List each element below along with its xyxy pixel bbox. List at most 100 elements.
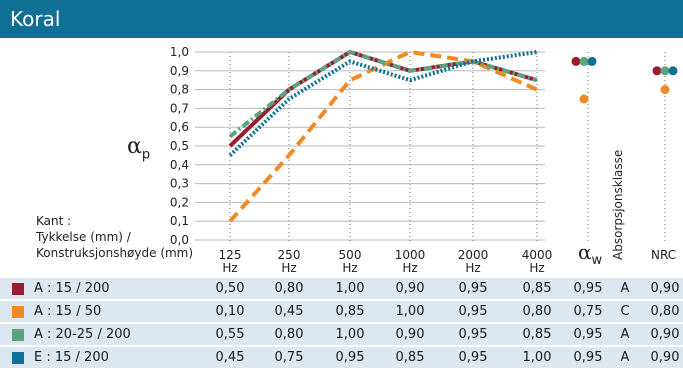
row-label: E : 15 / 200 — [34, 350, 109, 365]
row-color-swatch — [12, 352, 24, 364]
y-tick-label: 0,4 — [170, 158, 189, 172]
header-konstruksjon: Konstruksjonshøyde (mm) — [36, 246, 194, 260]
row-label: A : 15 / 200 — [34, 281, 110, 296]
x-tick-label: 4000 — [522, 248, 553, 262]
alpha-w-header-sub: w — [591, 253, 603, 268]
row-nrc: 0,80 — [650, 304, 680, 319]
y-tick-label: 0,3 — [170, 177, 189, 191]
x-tick-unit: Hz — [402, 261, 417, 275]
y-tick-label: 0,5 — [170, 139, 189, 153]
table-row: A : 15 / 50 0,10 0,45 0,85 1,00 0,95 0,80 0,75 C… — [0, 301, 683, 322]
row-color-swatch — [12, 306, 24, 318]
table-row: A : 20-25 / 200 0,55 0,80 1,00 0,90 0,95 0,85 0… — [0, 324, 683, 345]
chart-grid — [195, 51, 666, 243]
row-absorpsjonsklasse: A — [620, 327, 630, 342]
y-tick-label: 0,8 — [170, 83, 189, 97]
nrc-marker — [660, 85, 670, 95]
x-tick-label: 125 — [219, 248, 242, 262]
row-value: 0,75 — [274, 350, 304, 365]
x-tick-unit: Hz — [281, 261, 296, 275]
row-alpha-w: 0,95 — [573, 350, 603, 365]
row-alpha-w: 0,75 — [573, 304, 603, 319]
row-value: 0,85 — [522, 327, 552, 342]
row-value: 0,85 — [522, 281, 552, 296]
row-alpha-w: 0,95 — [573, 281, 603, 296]
y-tick-label: 0,9 — [170, 64, 189, 78]
title-bar: Koral — [0, 0, 683, 38]
row-value: 0,85 — [335, 304, 365, 319]
row-value: 0,95 — [335, 350, 365, 365]
y-tick-labels: 0,0 0,1 0,2 0,3 0,4 0,5 0,6 0,7 0,8 0,9 1,0 — [170, 45, 189, 247]
y-axis-label-sub: p — [141, 147, 151, 163]
alpha-w-marker — [587, 56, 597, 66]
row-absorpsjonsklasse: A — [620, 350, 630, 365]
series-line-a3 — [228, 50, 538, 139]
row-value: 0,45 — [215, 350, 245, 365]
row-label: A : 15 / 50 — [34, 304, 102, 319]
nrc-marker — [652, 66, 662, 76]
row-value: 1,00 — [522, 350, 552, 365]
x-tick-label: 2000 — [458, 248, 489, 262]
y-tick-label: 0,2 — [170, 195, 189, 209]
row-value: 1,00 — [335, 327, 365, 342]
row-value: 0,80 — [274, 281, 304, 296]
absorption-chart: 0,00,10,20,30,40,50,60,70,80,91,0 125Hz2… — [170, 45, 678, 275]
row-value: 1,00 — [395, 304, 425, 319]
x-tick-label: 250 — [278, 248, 301, 262]
series-line-a2 — [228, 50, 538, 223]
header-kant: Kant : — [36, 214, 72, 228]
row-value: 0,95 — [458, 304, 488, 319]
row-nrc: 0,90 — [650, 350, 680, 365]
y-tick-label: 1,0 — [170, 45, 189, 59]
series-lines — [228, 50, 538, 223]
nrc-header: NRC — [651, 248, 677, 262]
row-value: 0,95 — [458, 327, 488, 342]
row-label: A : 20-25 / 200 — [34, 327, 131, 342]
row-value: 1,00 — [335, 281, 365, 296]
row-alpha-w: 0,95 — [573, 327, 603, 342]
x-tick-unit: Hz — [529, 261, 544, 275]
y-axis-label: αp — [127, 134, 151, 163]
y-tick-label: 0,1 — [170, 214, 189, 228]
row-value: 0,80 — [274, 327, 304, 342]
row-value: 0,95 — [458, 350, 488, 365]
row-value: 0,90 — [395, 327, 425, 342]
x-tick-unit: Hz — [342, 261, 357, 275]
row-color-swatch — [12, 283, 24, 295]
row-header: Kant : Tykkelse (mm) / Konstruksjonshøyd… — [36, 213, 193, 261]
row-value: 0,45 — [274, 304, 304, 319]
absorpsjonsklasse-header: Absorpsjonsklasse — [611, 149, 625, 260]
nrc-marker — [660, 66, 670, 76]
row-absorpsjonsklasse: A — [620, 281, 630, 296]
row-value: 0,50 — [215, 281, 245, 296]
row-absorpsjonsklasse: C — [620, 304, 630, 319]
alpha-w-marker — [579, 56, 589, 66]
row-value: 0,80 — [522, 304, 552, 319]
row-color-swatch — [12, 329, 24, 341]
y-tick-label: 0,7 — [170, 101, 189, 115]
y-tick-label: 0,0 — [170, 233, 189, 247]
nrc-marker — [668, 66, 678, 76]
alpha-w-marker — [579, 94, 589, 104]
row-value: 0,10 — [215, 304, 245, 319]
row-nrc: 0,90 — [650, 281, 680, 296]
alpha-w-marker — [571, 56, 581, 66]
row-nrc: 0,90 — [650, 327, 680, 342]
x-tick-label: 500 — [339, 248, 362, 262]
table-row: A : 15 / 200 0,50 0,80 1,00 0,90 0,95 0,85 0,95… — [0, 278, 683, 299]
row-value: 0,85 — [395, 350, 425, 365]
row-value: 0,55 — [215, 327, 245, 342]
table-row: E : 15 / 200 0,45 0,75 0,95 0,85 0,95 1,00 0,95… — [0, 347, 683, 368]
row-value: 0,95 — [458, 281, 488, 296]
header-tykkelse: Tykkelse (mm) / — [36, 230, 131, 244]
alpha-w-markers — [571, 56, 597, 104]
x-tick-unit: Hz — [465, 261, 480, 275]
y-tick-label: 0,6 — [170, 120, 189, 134]
series-line-e — [228, 50, 538, 157]
row-value: 0,90 — [395, 281, 425, 296]
x-tick-unit: Hz — [222, 261, 237, 275]
nrc-markers — [652, 66, 678, 95]
x-tick-label: 1000 — [395, 248, 426, 262]
product-title: Koral — [10, 7, 61, 31]
